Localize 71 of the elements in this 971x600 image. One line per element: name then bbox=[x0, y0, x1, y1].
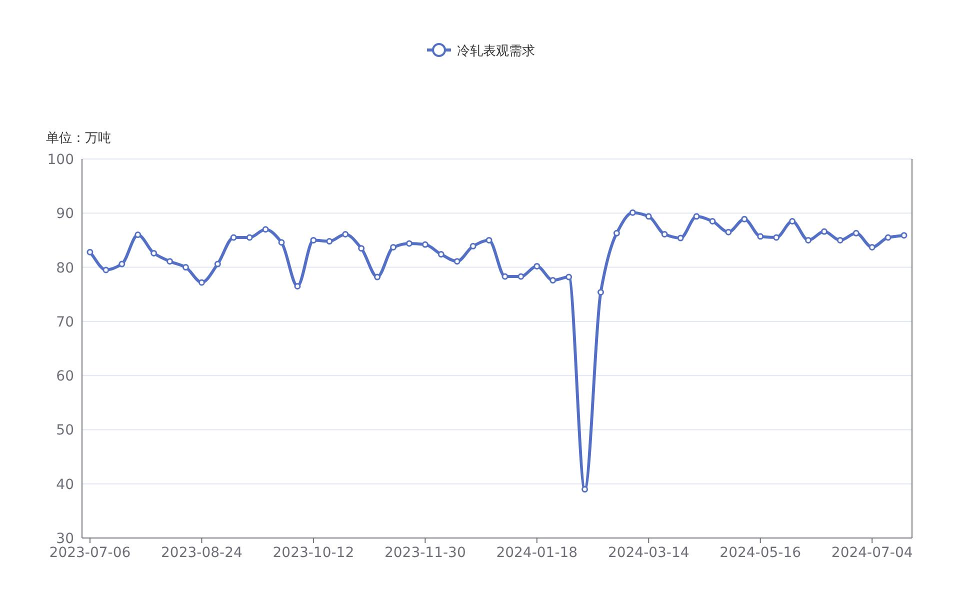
point bbox=[118, 260, 126, 268]
point bbox=[374, 274, 381, 280]
point bbox=[102, 266, 110, 274]
point bbox=[805, 236, 812, 244]
point bbox=[629, 209, 636, 216]
point bbox=[358, 245, 365, 252]
point bbox=[900, 232, 908, 239]
point bbox=[150, 250, 158, 256]
x-tick-label: 2024-07-04 bbox=[831, 545, 913, 561]
point bbox=[246, 234, 253, 241]
point bbox=[342, 231, 349, 238]
point bbox=[198, 279, 205, 286]
point bbox=[534, 262, 540, 270]
x-tick-label: 2024-03-14 bbox=[608, 545, 690, 561]
x-tick-label: 2024-05-16 bbox=[720, 545, 802, 561]
point bbox=[741, 216, 748, 222]
point bbox=[868, 244, 876, 251]
point bbox=[230, 234, 237, 241]
x-tick-label: 2023-07-06 bbox=[49, 545, 131, 561]
y-tick-label: 60 bbox=[56, 368, 74, 385]
point bbox=[406, 240, 412, 247]
point bbox=[693, 213, 700, 220]
point bbox=[166, 258, 174, 265]
point bbox=[566, 274, 572, 280]
point bbox=[582, 486, 588, 493]
x-tick-label: 2024-01-18 bbox=[496, 545, 578, 561]
legend-label: 冷轧表观需求 bbox=[457, 44, 535, 59]
point bbox=[470, 242, 476, 250]
point bbox=[214, 260, 221, 268]
point bbox=[884, 234, 892, 241]
point bbox=[598, 288, 604, 296]
y-tick-label: 80 bbox=[56, 260, 74, 276]
point bbox=[86, 248, 94, 256]
point bbox=[326, 238, 333, 245]
point bbox=[645, 213, 652, 220]
point bbox=[518, 273, 524, 280]
y-tick-label: 40 bbox=[56, 476, 74, 493]
point bbox=[836, 236, 844, 244]
point bbox=[438, 251, 444, 258]
point bbox=[661, 231, 668, 238]
point bbox=[390, 244, 396, 251]
x-tick-label: 2023-11-30 bbox=[384, 545, 466, 561]
point bbox=[454, 258, 460, 265]
x-tick-label: 2023-08-24 bbox=[161, 545, 242, 561]
point bbox=[773, 234, 780, 241]
point bbox=[502, 273, 508, 280]
point bbox=[422, 241, 428, 248]
point bbox=[613, 230, 620, 236]
point bbox=[486, 236, 492, 244]
y-tick-label: 90 bbox=[56, 206, 74, 222]
point bbox=[134, 232, 142, 238]
y-tick-label: 50 bbox=[56, 422, 74, 439]
y-tick-label: 100 bbox=[47, 152, 74, 168]
point bbox=[310, 236, 317, 244]
point bbox=[820, 228, 828, 235]
point bbox=[278, 239, 285, 246]
point bbox=[550, 277, 556, 284]
point bbox=[789, 218, 796, 225]
y-tick-label: 70 bbox=[56, 314, 74, 330]
point bbox=[852, 230, 860, 236]
point bbox=[294, 282, 301, 290]
point bbox=[182, 264, 189, 271]
legend: 冷轧表观需求 bbox=[427, 43, 535, 59]
y-tick-label: 30 bbox=[56, 531, 74, 547]
point bbox=[725, 228, 732, 236]
point bbox=[677, 234, 684, 242]
y-axis-title: 单位：万吨 bbox=[46, 131, 111, 146]
point bbox=[709, 218, 716, 225]
x-tick-label: 2023-10-12 bbox=[272, 545, 354, 561]
point bbox=[262, 226, 269, 233]
point bbox=[757, 233, 764, 240]
